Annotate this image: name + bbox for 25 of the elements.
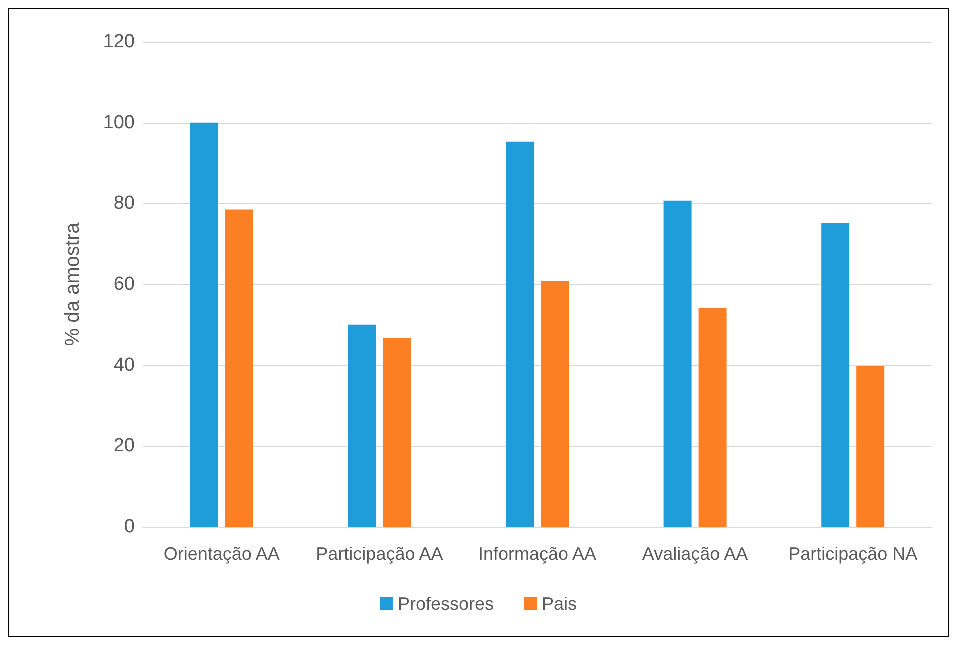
bar (383, 338, 412, 527)
legend-label: Pais (542, 594, 578, 614)
x-tick-label: Informação AA (478, 544, 597, 564)
y-tick-label: 20 (114, 436, 135, 457)
x-tick-label: Avaliação AA (642, 544, 748, 564)
y-tick-label: 60 (114, 274, 135, 295)
y-tick-label: 0 (124, 516, 135, 538)
y-tick-label: 120 (103, 32, 135, 52)
x-tick-label: Participação AA (316, 544, 444, 564)
bar (506, 142, 534, 527)
y-tick-label: 80 (114, 193, 135, 214)
bar (856, 366, 885, 527)
bar (190, 122, 218, 527)
bar (541, 281, 569, 527)
bar (225, 210, 254, 527)
y-tick-label: 100 (103, 112, 135, 134)
y-axis-title: % da amostra (62, 222, 84, 346)
x-tick-label: Orientação AA (164, 544, 280, 564)
bar (348, 324, 376, 527)
bar (664, 200, 692, 527)
bar (698, 308, 727, 527)
bar (822, 223, 850, 527)
x-tick-label: Participação NA (788, 544, 918, 564)
legend-label: Professores (398, 594, 494, 614)
y-tick-label: 40 (114, 354, 135, 376)
